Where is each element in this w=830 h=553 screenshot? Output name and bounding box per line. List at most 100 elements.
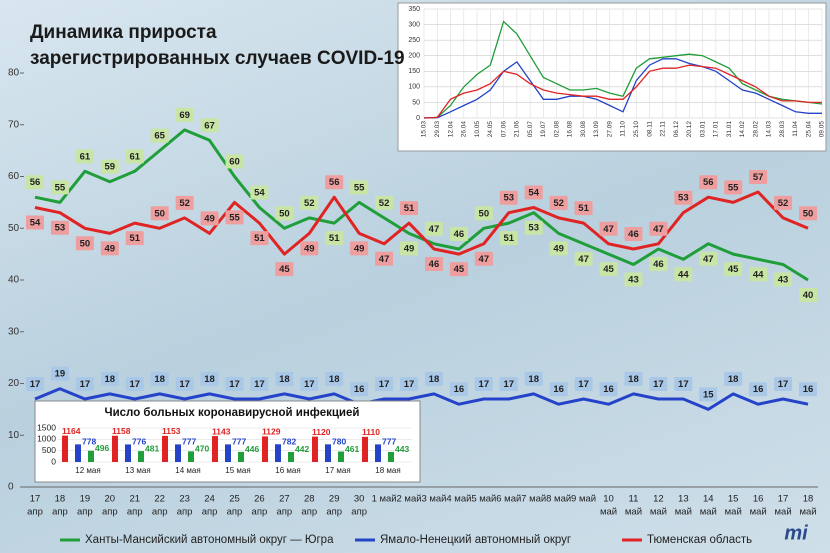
- x-tick-label: 18: [55, 494, 66, 505]
- value-label-box: [75, 377, 94, 392]
- y-tick-label: 10: [8, 430, 20, 441]
- x-tick-label: 17.01: [713, 121, 720, 138]
- bar: [288, 451, 294, 462]
- x-tick-label: 12 мая: [75, 466, 100, 475]
- x-tick-label: 15 мая: [225, 466, 250, 475]
- value-label-box: [300, 241, 319, 256]
- value-label: 61: [80, 151, 91, 162]
- value-label-box: [175, 377, 194, 392]
- value-label-box: [200, 211, 219, 226]
- value-label: 17: [229, 379, 240, 390]
- value-label: 442: [295, 444, 309, 454]
- x-tick-label: 2 май: [397, 494, 422, 505]
- y-tick-label: 30: [8, 326, 20, 337]
- value-label: 47: [479, 254, 490, 265]
- value-label: 17: [30, 379, 41, 390]
- value-label: 50: [279, 208, 290, 219]
- value-label: 47: [578, 254, 589, 265]
- value-label: 17: [304, 379, 315, 390]
- value-label: 17: [578, 379, 589, 390]
- value-label: 57: [753, 172, 764, 183]
- value-label-box: [749, 382, 768, 397]
- x-tick-label: 28.02: [752, 121, 759, 138]
- value-label-box: [325, 175, 344, 190]
- value-label-box: [375, 251, 394, 266]
- value-label-box: [250, 185, 269, 200]
- value-label: 43: [778, 274, 789, 285]
- value-label: 65: [154, 131, 165, 142]
- value-label-box: [474, 377, 493, 392]
- value-label: 18: [329, 374, 340, 385]
- value-label: 46: [454, 229, 465, 240]
- value-label-box: [499, 377, 518, 392]
- value-label-box: [400, 377, 419, 392]
- value-label-box: [424, 221, 443, 236]
- value-label: 18: [628, 374, 639, 385]
- x-tick-label: 17: [778, 494, 789, 505]
- x-tick-label: 22: [154, 494, 165, 505]
- x-tick-label: апр: [177, 507, 193, 518]
- x-tick-label: 17 мая: [325, 466, 350, 475]
- value-label: 49: [204, 213, 215, 224]
- x-tick-label: 14.03: [766, 121, 773, 138]
- value-label-box: [300, 377, 319, 392]
- x-tick-label: апр: [127, 507, 143, 518]
- value-label: 61: [129, 151, 140, 162]
- x-tick-label: апр: [276, 507, 292, 518]
- value-label: 47: [379, 254, 390, 265]
- y-tick-label: 20: [8, 378, 20, 389]
- value-label-box: [674, 267, 693, 282]
- value-label-box: [674, 377, 693, 392]
- x-tick-label: 11.04: [792, 121, 799, 137]
- bar: [238, 451, 244, 462]
- bar: [138, 451, 144, 462]
- inset-panel: [397, 2, 827, 152]
- value-label: 46: [653, 259, 664, 270]
- value-label: 67: [204, 120, 215, 131]
- value-label-box: [100, 371, 119, 386]
- value-label-box: [100, 241, 119, 256]
- bar: [262, 436, 268, 462]
- value-label: 54: [254, 188, 265, 199]
- x-tick-label: 27: [279, 494, 290, 505]
- value-label-box: [749, 170, 768, 185]
- x-tick-label: 28: [304, 494, 315, 505]
- value-label: 51: [404, 203, 415, 214]
- x-tick-label: 16.08: [567, 121, 574, 138]
- value-label: 59: [105, 162, 116, 173]
- value-label: 1110: [362, 427, 380, 437]
- bar-panel: [34, 400, 421, 483]
- y-tick-label: 40: [8, 275, 20, 286]
- value-label: 17: [254, 379, 265, 390]
- value-label: 443: [395, 444, 409, 454]
- value-label: 18: [105, 374, 116, 385]
- value-label-box: [724, 180, 743, 195]
- value-label-box: [449, 226, 468, 241]
- x-tick-label: 29.03: [434, 121, 441, 138]
- x-tick-label: 09.05: [819, 121, 826, 138]
- value-label: 45: [728, 264, 739, 275]
- x-tick-label: май: [600, 507, 617, 518]
- value-label: 52: [304, 198, 315, 209]
- x-tick-label: 3 май: [421, 494, 446, 505]
- value-label: 15: [703, 389, 714, 400]
- value-label-box: [50, 180, 69, 195]
- series-line: [34, 128, 809, 282]
- bar: [112, 435, 118, 462]
- value-label: 49: [354, 243, 365, 254]
- x-tick-label: май: [775, 507, 792, 518]
- y-tick-label: 0: [51, 456, 56, 466]
- bar: [175, 444, 181, 462]
- y-tick-label: 50: [8, 223, 20, 234]
- value-label: 18: [528, 374, 539, 385]
- x-tick-label: 23: [179, 494, 190, 505]
- bar-title: Число больных коронавирусной инфекцией: [105, 407, 360, 419]
- value-label-box: [26, 175, 44, 190]
- value-label-box: [549, 382, 568, 397]
- value-label: 56: [30, 177, 41, 188]
- value-label-box: [150, 128, 169, 143]
- x-tick-label: 06.12: [673, 121, 680, 138]
- x-tick-label: 26.04: [461, 121, 468, 138]
- x-tick-label: 15.03: [421, 121, 428, 138]
